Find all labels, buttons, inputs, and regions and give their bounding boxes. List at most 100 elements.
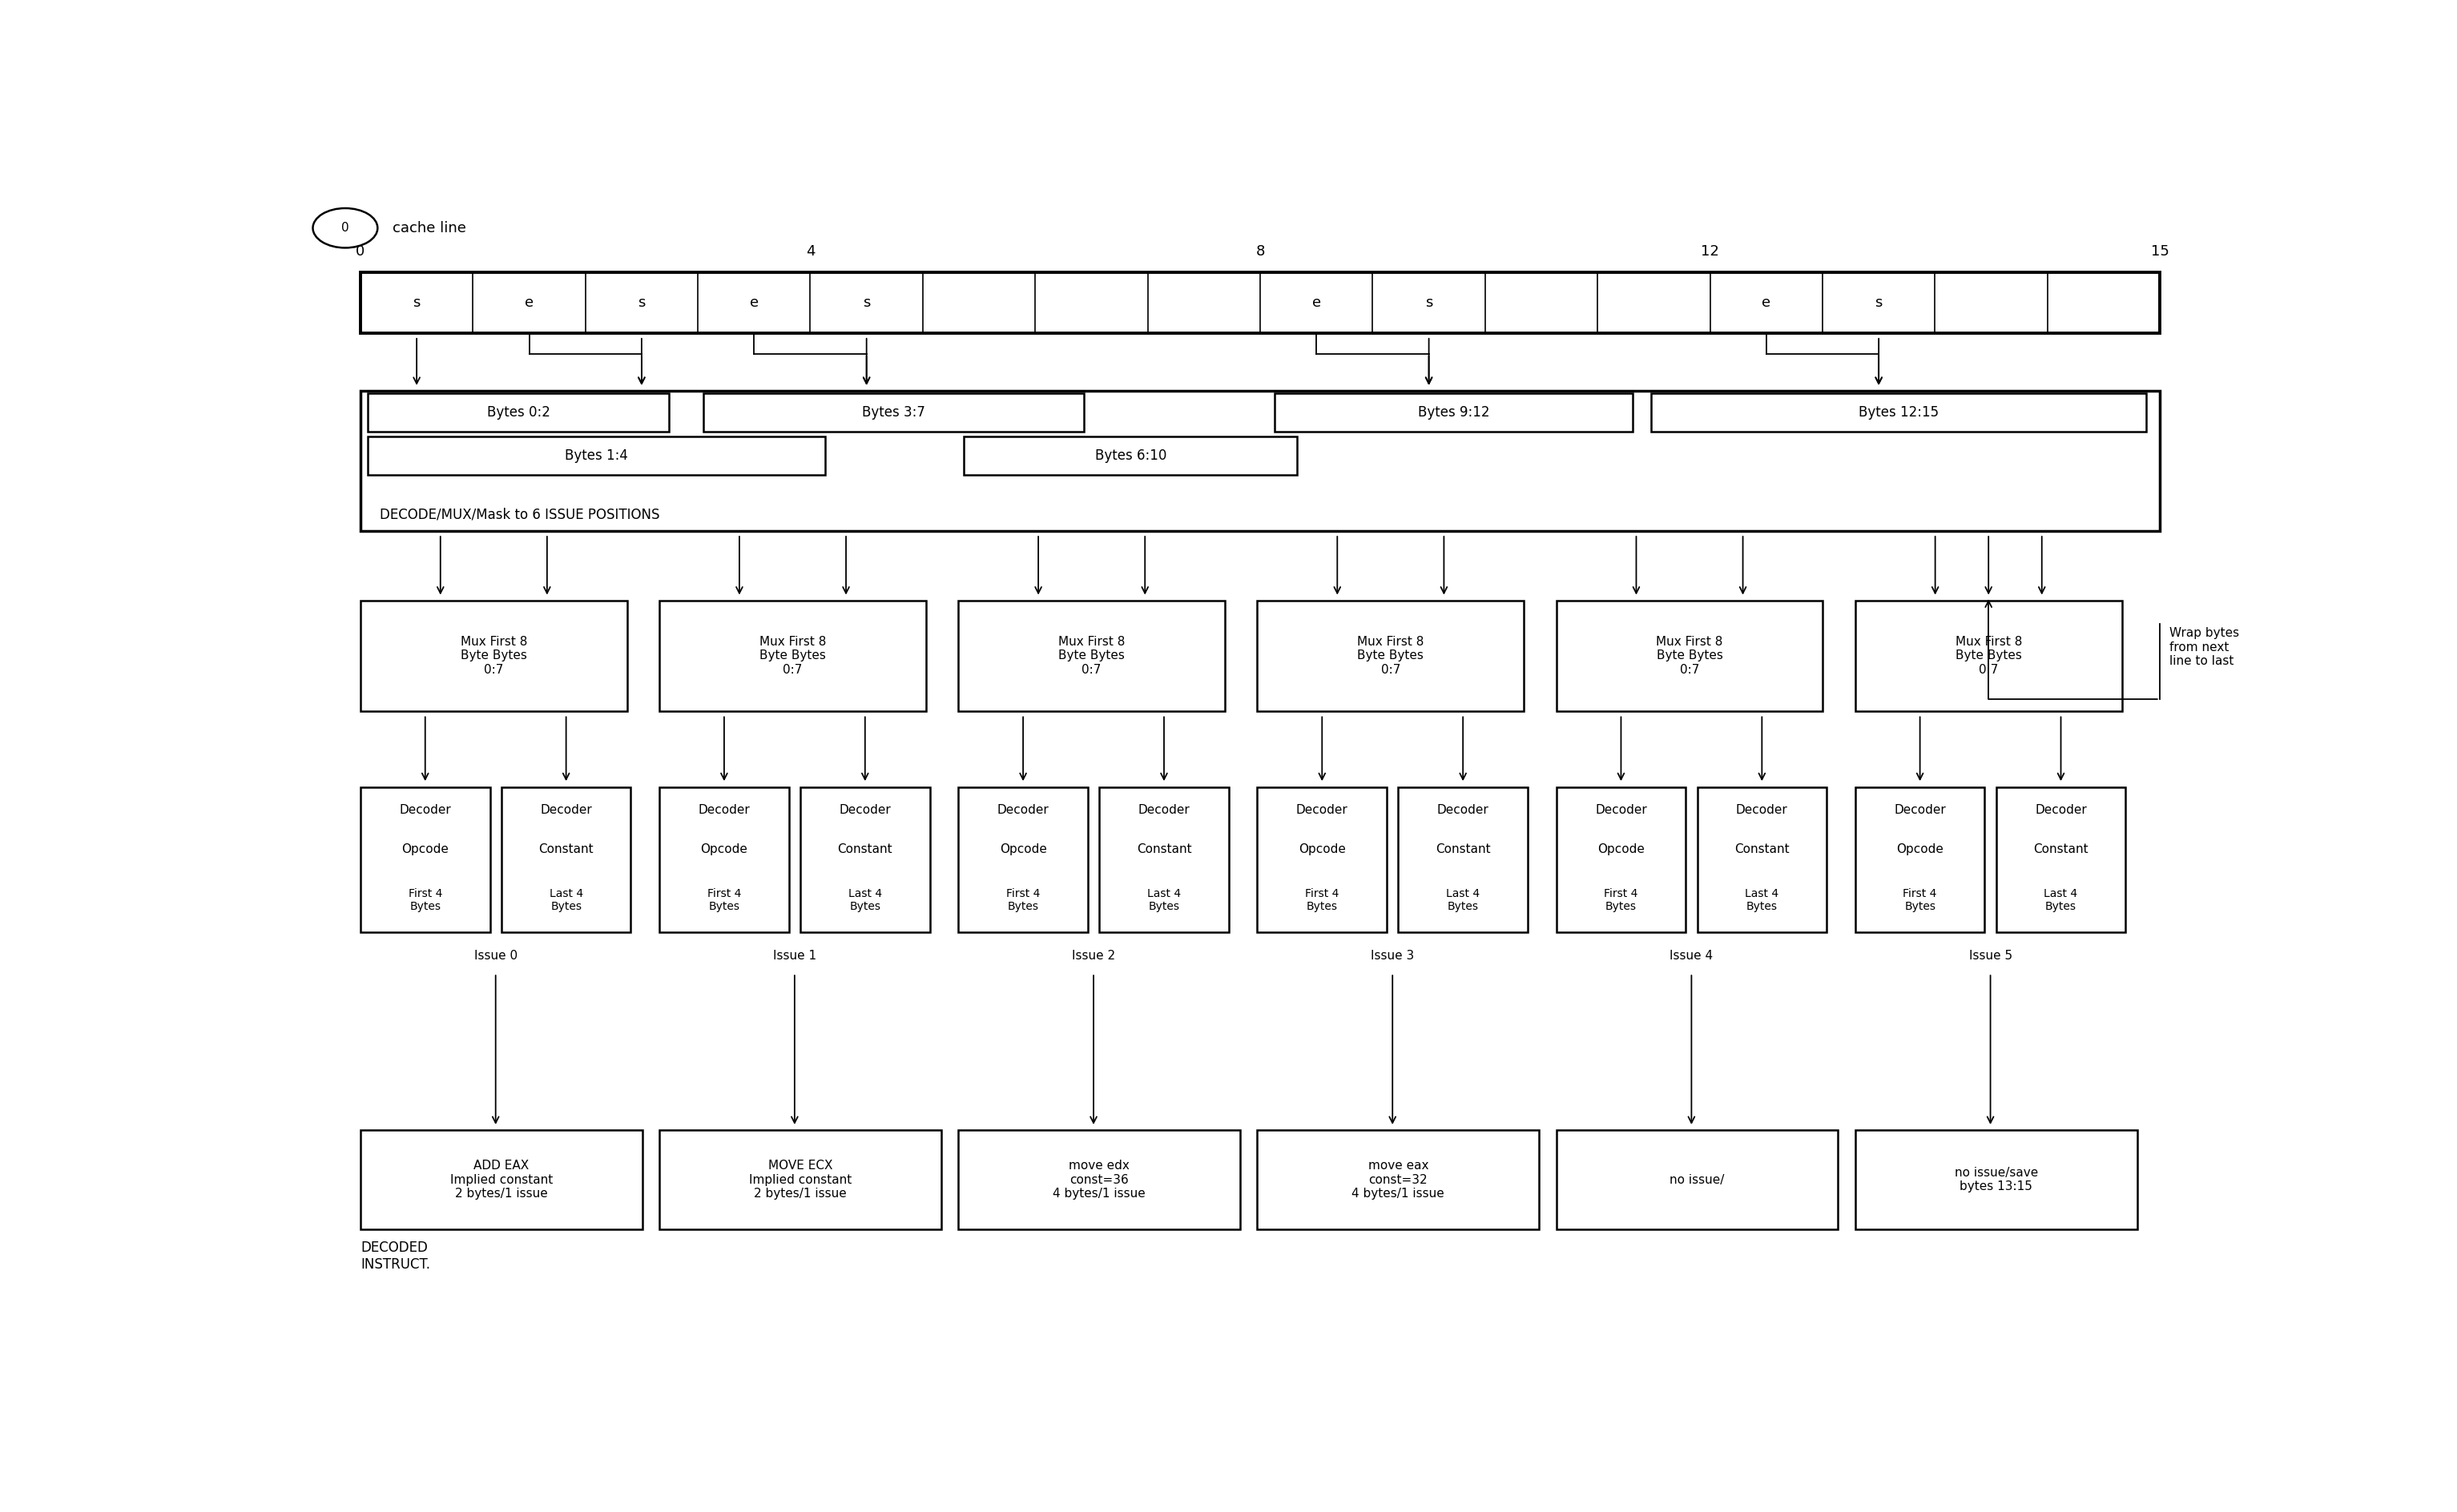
Bar	[1698, 786, 1826, 933]
Bar	[1258, 1131, 1538, 1229]
Text: Decoder: Decoder	[1595, 804, 1646, 816]
Bar	[1555, 1131, 1838, 1229]
Text: Decoder: Decoder	[998, 804, 1049, 816]
Text: Issue 5: Issue 5	[1968, 950, 2012, 962]
Bar	[361, 392, 2160, 531]
Text: e: e	[749, 295, 759, 310]
Bar	[958, 1131, 1241, 1229]
Text: Constant: Constant	[2034, 844, 2088, 856]
Text: Bytes 12:15: Bytes 12:15	[1860, 405, 1939, 420]
Text: s: s	[862, 295, 870, 310]
Text: Mux First 8
Byte Bytes
0:7: Mux First 8 Byte Bytes 0:7	[1956, 637, 2022, 676]
Text: DECODE/MUX/Mask to 6 ISSUE POSITIONS: DECODE/MUX/Mask to 6 ISSUE POSITIONS	[378, 507, 658, 522]
Text: Mux First 8
Byte Bytes
0:7: Mux First 8 Byte Bytes 0:7	[459, 637, 528, 676]
Text: e: e	[1312, 295, 1322, 310]
Text: Last 4
Bytes: Last 4 Bytes	[550, 888, 582, 912]
Text: move edx
const=36
4 bytes/1 issue: move edx const=36 4 bytes/1 issue	[1054, 1160, 1145, 1199]
Text: First 4
Bytes: First 4 Bytes	[1604, 888, 1639, 912]
Bar	[1855, 600, 2123, 711]
Bar	[361, 600, 627, 711]
Text: 12: 12	[1700, 243, 1720, 259]
Text: Issue 2: Issue 2	[1071, 950, 1115, 962]
Text: Issue 1: Issue 1	[774, 950, 816, 962]
Text: First 4
Bytes: First 4 Bytes	[1005, 888, 1039, 912]
Bar	[1098, 786, 1228, 933]
Text: cache line: cache line	[393, 221, 467, 236]
Text: Mux First 8
Byte Bytes
0:7: Mux First 8 Byte Bytes 0:7	[1356, 637, 1425, 676]
Bar	[1855, 786, 1985, 933]
Bar	[1398, 786, 1528, 933]
Text: Decoder: Decoder	[1437, 804, 1489, 816]
Text: 4: 4	[806, 243, 816, 259]
Text: Decoder: Decoder	[1737, 804, 1789, 816]
Text: Opcode: Opcode	[1597, 844, 1644, 856]
Bar	[1555, 786, 1686, 933]
Text: e: e	[1762, 295, 1771, 310]
Text: s: s	[1875, 295, 1882, 310]
Bar	[958, 786, 1088, 933]
Text: DECODED
INSTRUCT.: DECODED INSTRUCT.	[361, 1241, 430, 1272]
Bar	[658, 600, 926, 711]
Text: ADD EAX
Implied constant
2 bytes/1 issue: ADD EAX Implied constant 2 bytes/1 issue	[450, 1160, 553, 1199]
Text: Constant: Constant	[1735, 844, 1789, 856]
Text: s: s	[413, 295, 420, 310]
Text: 0: 0	[356, 243, 366, 259]
Bar	[1275, 393, 1631, 432]
Text: Bytes 9:12: Bytes 9:12	[1418, 405, 1489, 420]
Text: Opcode: Opcode	[1000, 844, 1047, 856]
Text: Decoder: Decoder	[1138, 804, 1189, 816]
Text: Issue 4: Issue 4	[1671, 950, 1713, 962]
Text: Decoder: Decoder	[398, 804, 452, 816]
Text: Decoder: Decoder	[1894, 804, 1946, 816]
Bar	[1651, 393, 2147, 432]
Text: Decoder: Decoder	[541, 804, 592, 816]
Text: no issue/: no issue/	[1671, 1173, 1725, 1185]
Text: Opcode: Opcode	[1297, 844, 1346, 856]
Text: Bytes 6:10: Bytes 6:10	[1096, 449, 1167, 463]
Bar	[658, 1131, 941, 1229]
Bar	[1855, 1131, 2138, 1229]
Text: s: s	[639, 295, 646, 310]
Bar	[1258, 786, 1386, 933]
Text: Last 4
Bytes: Last 4 Bytes	[1147, 888, 1182, 912]
Bar	[361, 786, 489, 933]
Text: Decoder: Decoder	[2034, 804, 2086, 816]
Text: First 4
Bytes: First 4 Bytes	[708, 888, 742, 912]
Text: Constant: Constant	[538, 844, 595, 856]
Text: e: e	[526, 295, 533, 310]
Bar	[958, 600, 1226, 711]
Bar	[501, 786, 631, 933]
Text: Last 4
Bytes: Last 4 Bytes	[1447, 888, 1479, 912]
Text: Last 4
Bytes: Last 4 Bytes	[2044, 888, 2079, 912]
Text: Mux First 8
Byte Bytes
0:7: Mux First 8 Byte Bytes 0:7	[1656, 637, 1722, 676]
Text: Issue 3: Issue 3	[1371, 950, 1415, 962]
Text: First 4
Bytes: First 4 Bytes	[408, 888, 442, 912]
Text: 0: 0	[342, 222, 349, 234]
Text: First 4
Bytes: First 4 Bytes	[1305, 888, 1339, 912]
Text: Constant: Constant	[838, 844, 892, 856]
Text: Decoder: Decoder	[840, 804, 892, 816]
Text: MOVE ECX
Implied constant
2 bytes/1 issue: MOVE ECX Implied constant 2 bytes/1 issu…	[749, 1160, 853, 1199]
Text: Bytes 0:2: Bytes 0:2	[486, 405, 550, 420]
Bar	[703, 393, 1084, 432]
Text: Mux First 8
Byte Bytes
0:7: Mux First 8 Byte Bytes 0:7	[1059, 637, 1125, 676]
Text: move eax
const=32
4 bytes/1 issue: move eax const=32 4 bytes/1 issue	[1351, 1160, 1445, 1199]
Text: Opcode: Opcode	[400, 844, 450, 856]
Text: First 4
Bytes: First 4 Bytes	[1904, 888, 1936, 912]
Bar	[658, 786, 789, 933]
Bar	[361, 272, 2160, 333]
Text: Issue 0: Issue 0	[474, 950, 518, 962]
Text: Opcode: Opcode	[700, 844, 747, 856]
Bar	[1555, 600, 1823, 711]
Bar	[1258, 600, 1523, 711]
Text: 15: 15	[2150, 243, 2170, 259]
Text: Bytes 3:7: Bytes 3:7	[862, 405, 926, 420]
Bar	[369, 437, 826, 475]
Text: Constant: Constant	[1435, 844, 1491, 856]
Text: 8: 8	[1256, 243, 1265, 259]
Text: Decoder: Decoder	[698, 804, 749, 816]
Text: Bytes 1:4: Bytes 1:4	[565, 449, 629, 463]
Bar	[801, 786, 929, 933]
Text: Mux First 8
Byte Bytes
0:7: Mux First 8 Byte Bytes 0:7	[759, 637, 826, 676]
Text: Opcode: Opcode	[1897, 844, 1943, 856]
